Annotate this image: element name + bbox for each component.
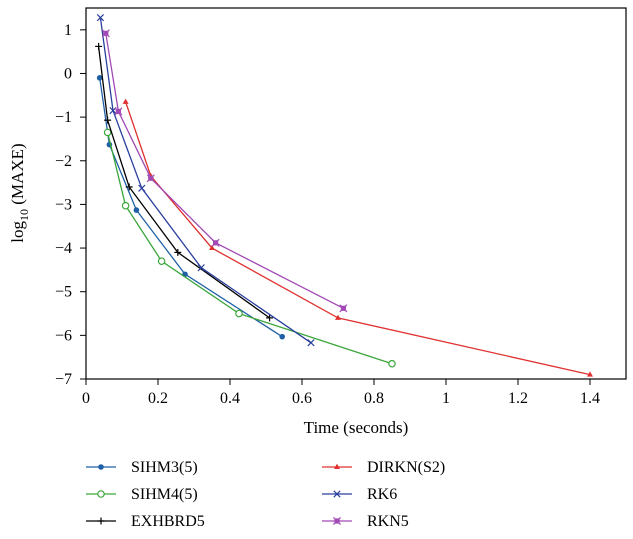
data-point [114, 107, 123, 116]
series-layer [95, 13, 593, 377]
legend-label: EXHBRD5 [131, 513, 205, 530]
series [101, 29, 348, 313]
data-point [97, 490, 105, 498]
y-tick-label: −6 [55, 327, 72, 344]
data-point [335, 314, 341, 320]
data-point [146, 174, 155, 183]
data-point [266, 314, 274, 322]
y-axis-label-quantity: (MAXE) [8, 143, 27, 209]
data-point [101, 29, 110, 38]
x-tick-label: 1.4 [580, 390, 600, 407]
legend-label: RKN5 [367, 513, 409, 530]
legend-item: DIRKN(S2) [322, 459, 445, 476]
y-tick-label: −3 [55, 196, 72, 213]
x-axis-label: Time (seconds) [304, 418, 409, 437]
x-tick-label: 0.8 [364, 390, 384, 407]
data-point [122, 98, 129, 104]
legend: SIHM3(5) SIHM4(5) EXHBRD5 DIRKN(S2) RK6 RKN5 [86, 459, 445, 530]
data-point [388, 359, 396, 368]
legend-item: SIHM4(5) [86, 486, 198, 503]
data-point [96, 75, 103, 81]
data-point [174, 248, 182, 256]
x-tick-label: 0 [82, 390, 90, 407]
legend-label: SIHM3(5) [131, 459, 198, 476]
series [103, 128, 396, 368]
legend-item: RKN5 [322, 513, 409, 530]
data-point [96, 13, 105, 22]
data-point [104, 116, 112, 124]
data-point [97, 517, 105, 525]
data-point [103, 128, 112, 137]
x-axis: 0 0.2 0.4 0.6 0.8 1 1.2 1.4 [82, 379, 600, 407]
legend-item: RK6 [322, 486, 397, 503]
plot-frame [85, 7, 627, 380]
series-line [99, 17, 312, 344]
data-point [125, 183, 133, 191]
data-point [121, 201, 130, 210]
legend-item: SIHM3(5) [86, 459, 198, 476]
y-tick-label: 0 [64, 65, 72, 82]
y-tick-label: −5 [55, 284, 72, 301]
x-tick-label: 1.2 [508, 390, 528, 407]
data-point [211, 238, 220, 247]
y-axis-label: log10 (MAXE) [8, 143, 31, 242]
y-axis: 1 0 −1 −2 −3 −4 −5 −6 −7 [55, 22, 86, 388]
series-line [105, 33, 344, 309]
y-tick-label: −2 [55, 153, 72, 170]
data-point [279, 333, 286, 340]
data-point [209, 244, 215, 251]
data-point [332, 516, 342, 526]
legend-label: SIHM4(5) [131, 486, 198, 503]
data-point [138, 184, 146, 192]
x-tick-label: 0.4 [220, 390, 240, 407]
series [122, 98, 593, 377]
legend-label: RK6 [367, 486, 397, 503]
series [96, 13, 315, 347]
legend-item: EXHBRD5 [86, 513, 205, 530]
data-point [98, 464, 104, 470]
data-point [333, 490, 341, 498]
data-point [339, 304, 348, 313]
y-tick-label: 1 [64, 22, 72, 39]
x-tick-label: 0.6 [292, 390, 312, 407]
y-axis-label-subscript: 10 [17, 209, 31, 221]
data-point [197, 264, 205, 272]
series-line [106, 132, 393, 365]
x-tick-label: 0.2 [148, 390, 168, 407]
y-tick-label: −7 [55, 371, 72, 388]
series [95, 42, 274, 322]
y-axis-label-log: log [8, 220, 27, 242]
data-point [235, 309, 243, 318]
data-point [587, 371, 593, 377]
y-tick-label: −4 [55, 240, 72, 257]
data-point [307, 339, 315, 347]
data-point [95, 42, 103, 50]
series-line [124, 101, 591, 376]
y-tick-label: −1 [55, 109, 72, 126]
data-point [157, 257, 166, 265]
legend-label: DIRKN(S2) [367, 459, 445, 476]
data-point [334, 463, 340, 469]
x-tick-label: 1 [442, 390, 450, 407]
data-point [133, 207, 140, 213]
